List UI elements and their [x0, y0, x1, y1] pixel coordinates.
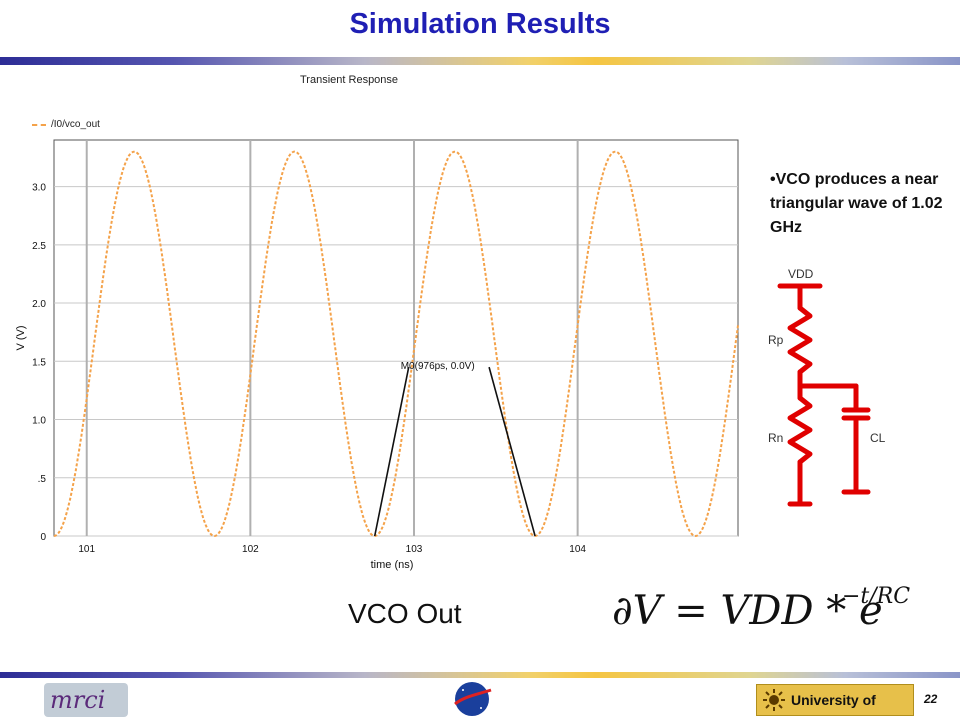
x-axis-ticks: 101 102 103 104 [78, 544, 586, 555]
cl-label: CL [870, 431, 886, 445]
formula-lhs: ∂V = VDD * e [612, 588, 883, 634]
sun-icon [763, 689, 785, 711]
page-number: 22 [924, 692, 938, 706]
y-tick-label: 1.5 [32, 357, 46, 368]
vdd-label: VDD [788, 267, 814, 281]
slide-title: Simulation Results [349, 8, 611, 40]
x-tick-label: 101 [78, 544, 95, 555]
y-tick-label: 0 [40, 532, 46, 543]
rp-resistor [787, 305, 813, 375]
university-of-idaho-logo: University of Idaho [756, 684, 914, 716]
header-divider [0, 57, 960, 65]
x-axis-label: time (ns) [371, 559, 414, 571]
legend-entry: /I0/vco_out [51, 119, 100, 130]
x-tick-label: 103 [406, 544, 423, 555]
x-tick-label: 102 [242, 544, 259, 555]
y-tick-label: 2.5 [32, 241, 46, 252]
y-axis-ticks: 0 .5 1.0 1.5 2.0 2.5 3.0 [32, 183, 46, 543]
rc-schematic: VDD Rp Rn CL [768, 267, 886, 507]
rc-formula: ∂V = VDD * e −t/RC [612, 584, 910, 638]
note-bullet: •VCO produces a near triangular wave of … [770, 171, 943, 236]
nasa-logo [454, 682, 492, 716]
y-tick-label: 3.0 [32, 183, 46, 194]
vco-out-series-line [53, 150, 739, 538]
y-axis-label: V (V) [15, 325, 27, 350]
formula-exponent: −t/RC [842, 584, 911, 609]
rp-label: Rp [768, 333, 784, 347]
chart-legend: /I0/vco_out [32, 119, 100, 130]
plot-frame [53, 139, 739, 537]
x-tick-label: 104 [569, 544, 586, 555]
rn-resistor [787, 395, 813, 465]
marker-line-left [373, 366, 410, 537]
caption: VCO Out [348, 598, 462, 629]
marker-label: M0(976ps, 0.0V) [401, 361, 475, 372]
marker-line-right [488, 366, 536, 537]
chart-title: Transient Response [300, 74, 399, 86]
y-tick-label: 1.0 [32, 416, 46, 427]
y-tick-label: 2.0 [32, 299, 46, 310]
legend-swatch [32, 123, 46, 126]
transient-chart: 0 .5 1.0 1.5 2.0 2.5 3.0 101 102 103 104 M0(976ps… [15, 139, 739, 571]
marker-annotation: M0(976ps, 0.0V) [373, 361, 536, 537]
rn-label: Rn [768, 431, 783, 445]
university-name: University of Idaho [791, 692, 876, 708]
mrci-logo: mrci [44, 683, 128, 717]
chart-grid [54, 140, 738, 537]
footer-divider [0, 672, 960, 678]
y-tick-label: .5 [38, 474, 47, 485]
